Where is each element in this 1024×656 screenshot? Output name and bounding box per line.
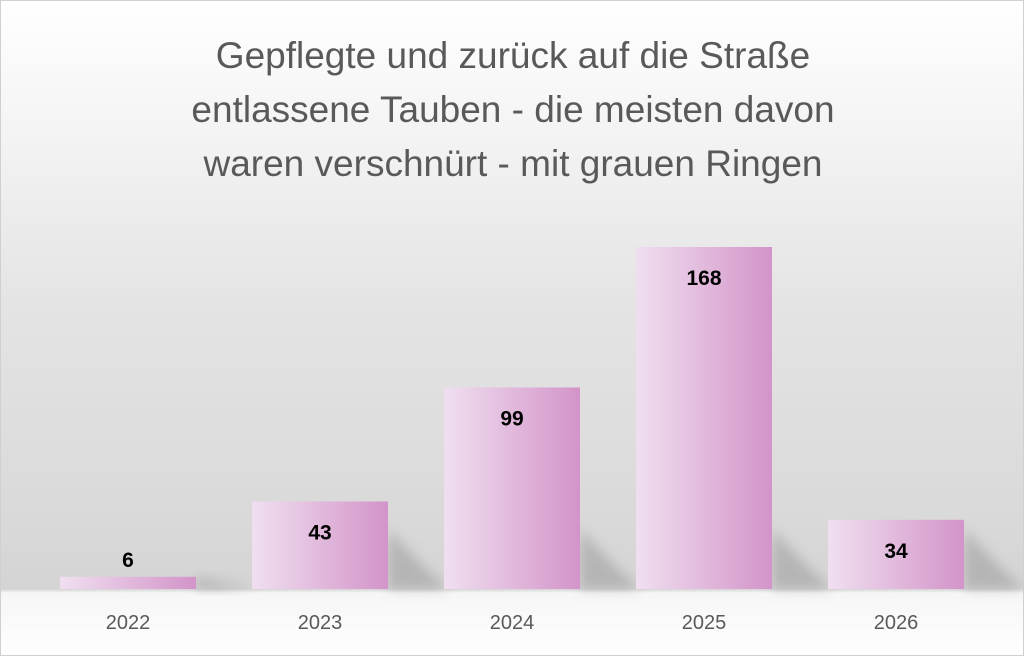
data-label: 6 [122,549,134,572]
x-tick-label: 2022 [106,612,151,634]
chart-title: Gepflegte und zurück auf die Straße entl… [1,29,1024,191]
title-line: Gepflegte und zurück auf die Straße [215,35,811,76]
bar-2023 [252,501,388,589]
x-tick-label: 2023 [298,612,343,634]
data-label: 34 [884,540,908,563]
title-line: waren verschnürt - mit grauen Ringen [203,143,823,184]
bar-shadow [964,529,1024,589]
x-tick-label: 2024 [490,612,535,634]
bar-shadow [196,576,256,589]
x-tick-label: 2026 [874,612,919,634]
bar-2025 [636,247,772,589]
bar-2024 [444,387,580,589]
bar-shadow [388,529,448,589]
data-label: 168 [686,267,721,290]
title-line: entlassene Tauben - die meisten davon [191,89,835,130]
bar-shadow [772,529,832,589]
x-tick-label: 2025 [682,612,727,634]
bar-2022 [60,576,196,589]
data-label: 99 [500,407,523,430]
bar-shadow [580,529,640,589]
data-label: 43 [308,521,331,544]
bar-2026 [828,519,964,589]
